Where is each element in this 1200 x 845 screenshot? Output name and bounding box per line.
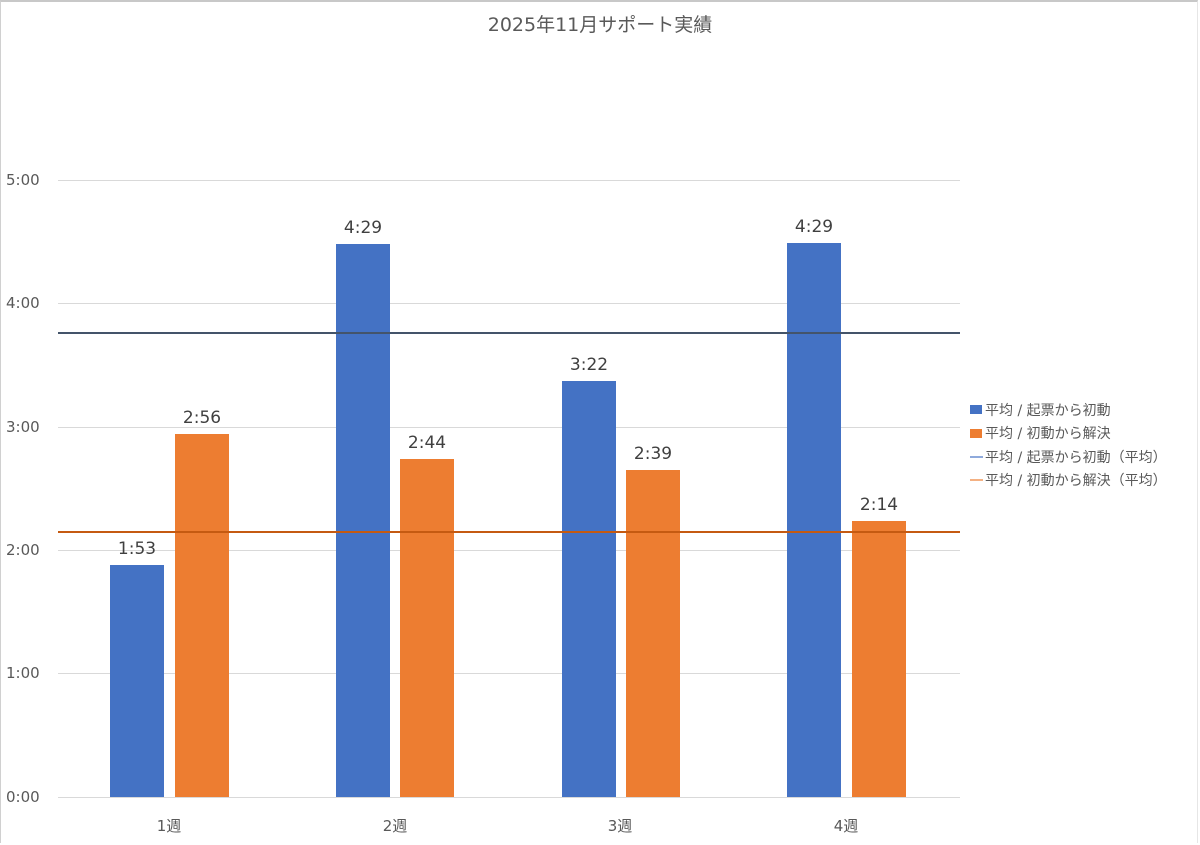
gridline-2 bbox=[58, 550, 960, 551]
data-label-w3-s1: 3:22 bbox=[569, 355, 609, 375]
legend-item-avg2[interactable]: 平均 / 初動から解決（平均） bbox=[970, 469, 1167, 493]
y-tick-5: 5:00 bbox=[6, 171, 40, 189]
bar-w2-s1[interactable] bbox=[336, 244, 390, 797]
x-label-w1: 1週 bbox=[156, 817, 182, 835]
data-label-w1-s1: 1:53 bbox=[117, 539, 157, 559]
y-tick-0: 0:00 bbox=[6, 788, 40, 806]
x-label-w3: 3週 bbox=[607, 817, 633, 835]
avg-line-series2[interactable] bbox=[58, 531, 960, 533]
legend-item-avg1[interactable]: 平均 / 起票から初動（平均） bbox=[970, 445, 1167, 469]
x-axis-line bbox=[58, 797, 960, 798]
plot-area: 1:53 2:56 4:29 2:44 3:22 2:39 4:29 2:14 … bbox=[58, 0, 960, 845]
data-label-w3-s2: 2:39 bbox=[633, 444, 673, 464]
bar-w4-s1[interactable] bbox=[787, 243, 841, 797]
legend-line-orange-icon bbox=[970, 479, 983, 482]
legend-item-series2[interactable]: 平均 / 初動から解決 bbox=[970, 422, 1167, 446]
x-label-w2: 2週 bbox=[382, 817, 408, 835]
gridline-1 bbox=[58, 673, 960, 674]
y-tick-4: 4:00 bbox=[6, 294, 40, 312]
y-tick-2: 2:00 bbox=[6, 541, 40, 559]
y-tick-1: 1:00 bbox=[6, 664, 40, 682]
legend-label: 平均 / 初動から解決 bbox=[985, 426, 1111, 443]
data-label-w1-s2: 2:56 bbox=[182, 408, 222, 428]
legend-swatch-orange-icon bbox=[970, 428, 982, 438]
gridline-3 bbox=[58, 427, 960, 428]
bar-w1-s2[interactable] bbox=[175, 434, 229, 797]
data-label-w2-s1: 4:29 bbox=[343, 218, 383, 238]
x-label-w4: 4週 bbox=[833, 817, 859, 835]
legend-swatch-blue-icon bbox=[970, 405, 982, 415]
data-label-w2-s2: 2:44 bbox=[407, 433, 447, 453]
data-label-w4-s1: 4:29 bbox=[794, 217, 834, 237]
data-label-w4-s2: 2:14 bbox=[859, 495, 899, 515]
bar-w2-s2[interactable] bbox=[400, 459, 454, 797]
avg-line-series1[interactable] bbox=[58, 332, 960, 334]
chart-title: 2025年11月サポート実績 bbox=[487, 14, 713, 36]
gridline-5 bbox=[58, 180, 960, 181]
bar-w3-s1[interactable] bbox=[562, 381, 616, 797]
bar-w1-s1[interactable] bbox=[110, 565, 164, 797]
bar-w4-s2[interactable] bbox=[852, 521, 906, 797]
y-tick-3: 3:00 bbox=[6, 418, 40, 436]
legend: 平均 / 起票から初動 平均 / 初動から解決 平均 / 起票から初動（平均） … bbox=[970, 398, 1167, 492]
legend-line-navy-icon bbox=[970, 455, 983, 458]
bar-w3-s2[interactable] bbox=[626, 470, 680, 797]
legend-item-series1[interactable]: 平均 / 起票から初動 bbox=[970, 398, 1167, 422]
gridline-4 bbox=[58, 303, 960, 304]
legend-label: 平均 / 初動から解決（平均） bbox=[985, 473, 1167, 490]
legend-label: 平均 / 起票から初動 bbox=[985, 402, 1111, 419]
legend-label: 平均 / 起票から初動（平均） bbox=[985, 449, 1167, 466]
